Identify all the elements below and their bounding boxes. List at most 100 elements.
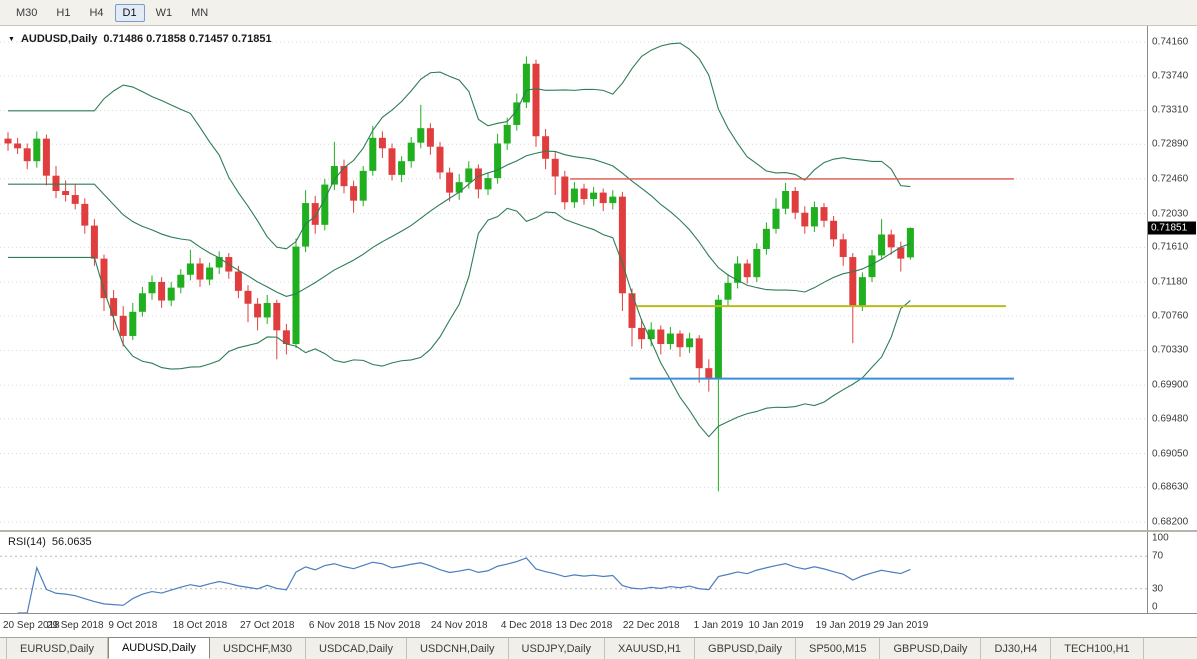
candle-body [686,338,694,348]
timeframe-button-h4[interactable]: H4 [81,4,111,22]
candle-body [426,128,434,147]
candle-body [647,329,655,340]
candle-body [551,158,559,177]
candle-body [42,138,50,176]
candle-body [609,196,617,204]
time-axis-label: 29 Jan 2019 [873,620,929,631]
candle-body [206,267,214,280]
chart-tab-gbpusd-daily[interactable]: GBPUSD,Daily [695,638,796,659]
candle-body [254,303,262,318]
candle-body [282,330,290,345]
timeframe-button-m30[interactable]: M30 [8,4,45,22]
rsi-axis[interactable]: 100 70 30 0 [1147,532,1197,613]
symbol-dropdown-icon[interactable]: ▼ [8,35,15,43]
chart-tab-tech100-h1[interactable]: TECH100,H1 [1051,638,1144,659]
candle-body [724,282,732,300]
time-axis[interactable]: 20 Sep 2018 29 Sep 2018 9 Oct 2018 18 Oct 2… [0,613,1197,637]
chart-title: ▼ AUDUSD,Daily 0.71486 0.71858 0.71457 0… [8,33,272,45]
price-axis[interactable]: 0.71851 0.74160 0.73740 0.73310 0.72890 0.72… [1147,26,1197,530]
candle-body [330,166,338,185]
candle-body [503,124,511,144]
price-axis-label: 0.69050 [1152,448,1189,460]
candle-body [743,263,751,278]
candle-body [465,168,473,183]
rsi-axis-label: 100 [1152,532,1169,544]
bollinger-middle-band [8,150,911,297]
timeframe-button-d1[interactable]: D1 [114,3,145,22]
candle-body [858,277,866,306]
candle-body [158,282,166,301]
chart-tab-dj30-h4[interactable]: DJ30,H4 [981,638,1052,659]
timeframe-button-w1[interactable]: W1 [148,4,181,22]
bollinger-lower-band [8,207,911,438]
chart-tab-usdcnh-daily[interactable]: USDCNH,Daily [407,638,509,659]
price-axis-label: 0.72890 [1152,138,1189,150]
chart-tab-gbpusd-daily[interactable]: GBPUSD,Daily [880,638,982,659]
candle-body [657,329,665,345]
timeframe-toolbar: M30 H1 H4 D1 W1 MN [0,0,1197,26]
candle-body [292,246,300,345]
chart-tab-eurusd-daily[interactable]: EURUSD,Daily [6,638,108,659]
price-axis-label: 0.68200 [1152,516,1189,528]
candle-body [820,207,828,221]
chart-tab-usdcad-daily[interactable]: USDCAD,Daily [306,638,407,659]
candle-body [791,190,799,213]
candle-body [177,274,185,288]
chart-tab-xauusd-h1[interactable]: XAUUSD,H1 [605,638,696,659]
bollinger-upper-band [8,42,911,250]
time-axis-label: 9 Oct 2018 [108,620,158,631]
chart-window: ▼ AUDUSD,Daily 0.71486 0.71858 0.71457 0… [0,26,1197,637]
time-axis-label: 27 Oct 2018 [239,620,295,631]
rsi-chart[interactable] [0,532,1147,613]
candle-body [455,182,463,193]
candle-body [388,148,396,175]
candle-body [734,263,742,283]
candle-body [695,338,703,369]
chart-symbol-label: AUDUSD,Daily [20,33,98,45]
time-axis-label: 19 Jan 2019 [815,620,871,631]
rsi-name: RSI(14) [8,536,46,548]
candle-body [215,257,223,268]
candle-body [186,263,194,275]
time-axis-label: 15 Nov 2018 [363,620,421,631]
candle-body [494,143,502,179]
time-axis-label: 24 Nov 2018 [430,620,488,631]
candle-body [81,203,89,226]
timeframe-button-h1[interactable]: H1 [48,4,78,22]
chart-tab-sp500-m15[interactable]: SP500,M15 [796,638,881,659]
candle-body [878,234,886,256]
candle-body [436,146,444,173]
candle-body [532,63,540,137]
candle-body [906,227,914,258]
price-chart[interactable] [0,26,1147,530]
candle-body [23,148,31,162]
candle-body [62,190,70,196]
rsi-value: 56.0635 [51,536,92,548]
candle-body [196,263,204,280]
pane-divider[interactable] [0,530,1197,532]
chart-tab-audusd-daily[interactable]: AUDUSD,Daily [107,637,210,659]
price-axis-label: 0.72030 [1152,208,1189,220]
candle-body [676,333,684,348]
candle-body [14,143,22,149]
candle-body [398,161,406,175]
price-axis-label: 0.72460 [1152,173,1189,185]
rsi-indicator-label: RSI(14) 56.0635 [8,536,92,548]
candle-body [417,128,425,143]
timeframe-button-mn[interactable]: MN [183,4,216,22]
price-axis-label: 0.71610 [1152,241,1189,253]
candle-body [542,136,550,159]
chart-tab-usdchf-m30[interactable]: USDCHF,M30 [210,638,307,659]
time-axis-label: 13 Dec 2018 [555,620,613,631]
chart-tabbar: EURUSD,Daily AUDUSD,Daily USDCHF,M30 USDCAD… [0,637,1197,659]
chart-tab-usdjpy-daily[interactable]: USDJPY,Daily [509,638,606,659]
time-axis-label: 6 Nov 2018 [308,620,360,631]
chart-ohlc-values: 0.71486 0.71858 0.71457 0.71851 [103,33,272,45]
candle-body [407,142,415,162]
candle-body [369,137,377,171]
candle-body [618,196,626,294]
candle-body [830,220,838,240]
candle-body [350,186,358,201]
candle-body [714,299,722,379]
candle-body [474,168,482,190]
